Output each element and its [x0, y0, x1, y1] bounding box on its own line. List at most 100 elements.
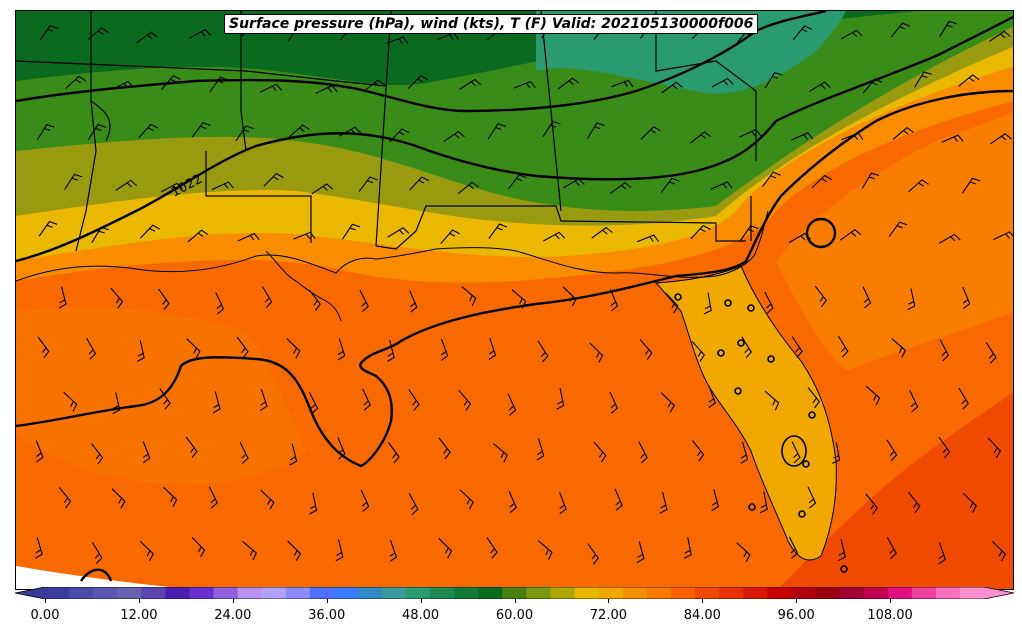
wind-barb	[938, 233, 961, 244]
wind-barb	[92, 542, 103, 564]
wind-barb	[764, 72, 783, 89]
wind-barb	[791, 441, 801, 464]
wind-barb	[661, 81, 683, 94]
colorbar-tick-label: 96.00	[777, 608, 815, 623]
wind-barb	[593, 441, 607, 463]
wind-barb	[660, 177, 680, 193]
wind-barb	[487, 123, 506, 140]
temp-field-red-orange	[778, 392, 1013, 589]
wind-barb	[711, 489, 720, 512]
temperature-colorbar	[15, 587, 1014, 599]
no-data-corner	[16, 566, 192, 589]
wind-barb	[837, 539, 846, 562]
map-panel: 1022	[15, 10, 1014, 590]
wind-barb	[308, 289, 321, 311]
wind-barb	[988, 30, 1011, 42]
wind-barb	[837, 335, 849, 358]
wind-barb	[892, 127, 914, 140]
wind-barb	[665, 292, 679, 314]
wind-barb	[788, 232, 811, 244]
wind-barb	[311, 183, 334, 195]
colorbar-swatch	[935, 587, 961, 599]
wind-barb	[36, 124, 55, 141]
wind-barb	[562, 286, 577, 307]
wind-barb	[689, 131, 712, 144]
wind-barb	[542, 120, 561, 137]
colorbar-tick-mark	[514, 599, 516, 603]
wind-barb	[762, 171, 781, 188]
wind-barb	[64, 173, 83, 190]
wind-barb	[315, 84, 338, 94]
wind-barb	[112, 392, 121, 415]
colorbar-swatch	[454, 587, 479, 599]
wind-barb	[187, 229, 209, 243]
wind-barb	[708, 385, 716, 409]
wind-barb	[559, 492, 567, 515]
wind-barb	[861, 172, 880, 189]
colorbar-swatch	[69, 587, 94, 599]
wind-barb	[63, 391, 78, 412]
wind-barb	[438, 437, 451, 459]
colorbar-tick-mark	[420, 599, 422, 603]
wind-barb	[459, 489, 474, 510]
wind-barb	[962, 286, 971, 310]
wind-barb	[914, 71, 932, 88]
colorbar-swatch	[863, 587, 889, 599]
colorbar-swatch	[45, 587, 70, 599]
temperature-map: 1022	[16, 11, 1013, 589]
wind-barb	[908, 491, 921, 514]
wind-barb	[387, 227, 410, 238]
map-title: Surface pressure (hPa), wind (kts), T (F…	[224, 14, 759, 34]
colorbar-swatch	[213, 587, 239, 599]
wind-barb	[939, 20, 957, 37]
wind-barb	[235, 125, 254, 142]
wind-barb	[407, 75, 428, 89]
wind-barb	[907, 288, 916, 311]
wind-barb	[814, 285, 827, 308]
wind-barb	[443, 130, 465, 143]
wind-barb	[990, 133, 1012, 145]
wind-barb	[111, 488, 126, 509]
wind-barb	[511, 289, 527, 309]
colorbar-tick-mark	[608, 599, 610, 603]
colorbar-swatch	[117, 587, 142, 599]
colorbar-swatch	[959, 587, 985, 599]
wind-barb	[609, 289, 619, 312]
wind-barb	[358, 176, 378, 192]
colorbar-tick-label: 0.00	[30, 608, 60, 623]
wind-barb	[242, 540, 257, 561]
wind-barb	[536, 438, 545, 461]
wind-barb	[461, 286, 477, 306]
colorbar-tick-mark	[138, 599, 140, 603]
wind-barb	[38, 220, 58, 237]
wind-barb	[308, 392, 319, 415]
wind-barb	[409, 176, 430, 191]
wind-barb	[609, 391, 619, 414]
wind-barb	[408, 493, 419, 515]
wind-barb	[740, 441, 749, 464]
wind-barb	[237, 232, 260, 242]
colorbar-swatch	[887, 587, 913, 599]
colorbar-min-extend	[15, 587, 45, 599]
wind-barb	[409, 290, 418, 313]
colorbar-swatch	[165, 587, 191, 599]
colorbar-tick-label: 48.00	[401, 608, 440, 623]
wind-barb	[493, 443, 508, 463]
wind-barb	[908, 179, 929, 193]
wind-barb	[438, 537, 453, 559]
colorbar-swatch	[189, 587, 215, 599]
colorbar-swatch	[285, 587, 311, 599]
isobar-sw-low	[80, 568, 113, 582]
wind-barb	[791, 336, 803, 358]
wind-barb	[941, 134, 964, 143]
colorbar-tick-mark	[326, 599, 328, 603]
colorbar-tick-label: 24.00	[214, 608, 252, 623]
wind-barb	[862, 78, 883, 94]
colorbar-tick-mark	[702, 599, 704, 603]
wind-barb	[136, 31, 158, 44]
wind-barb	[142, 441, 151, 464]
small-isobar-dots	[674, 293, 848, 573]
wind-barb	[909, 390, 919, 413]
wind-barb	[764, 390, 780, 411]
wind-barb	[185, 436, 198, 459]
